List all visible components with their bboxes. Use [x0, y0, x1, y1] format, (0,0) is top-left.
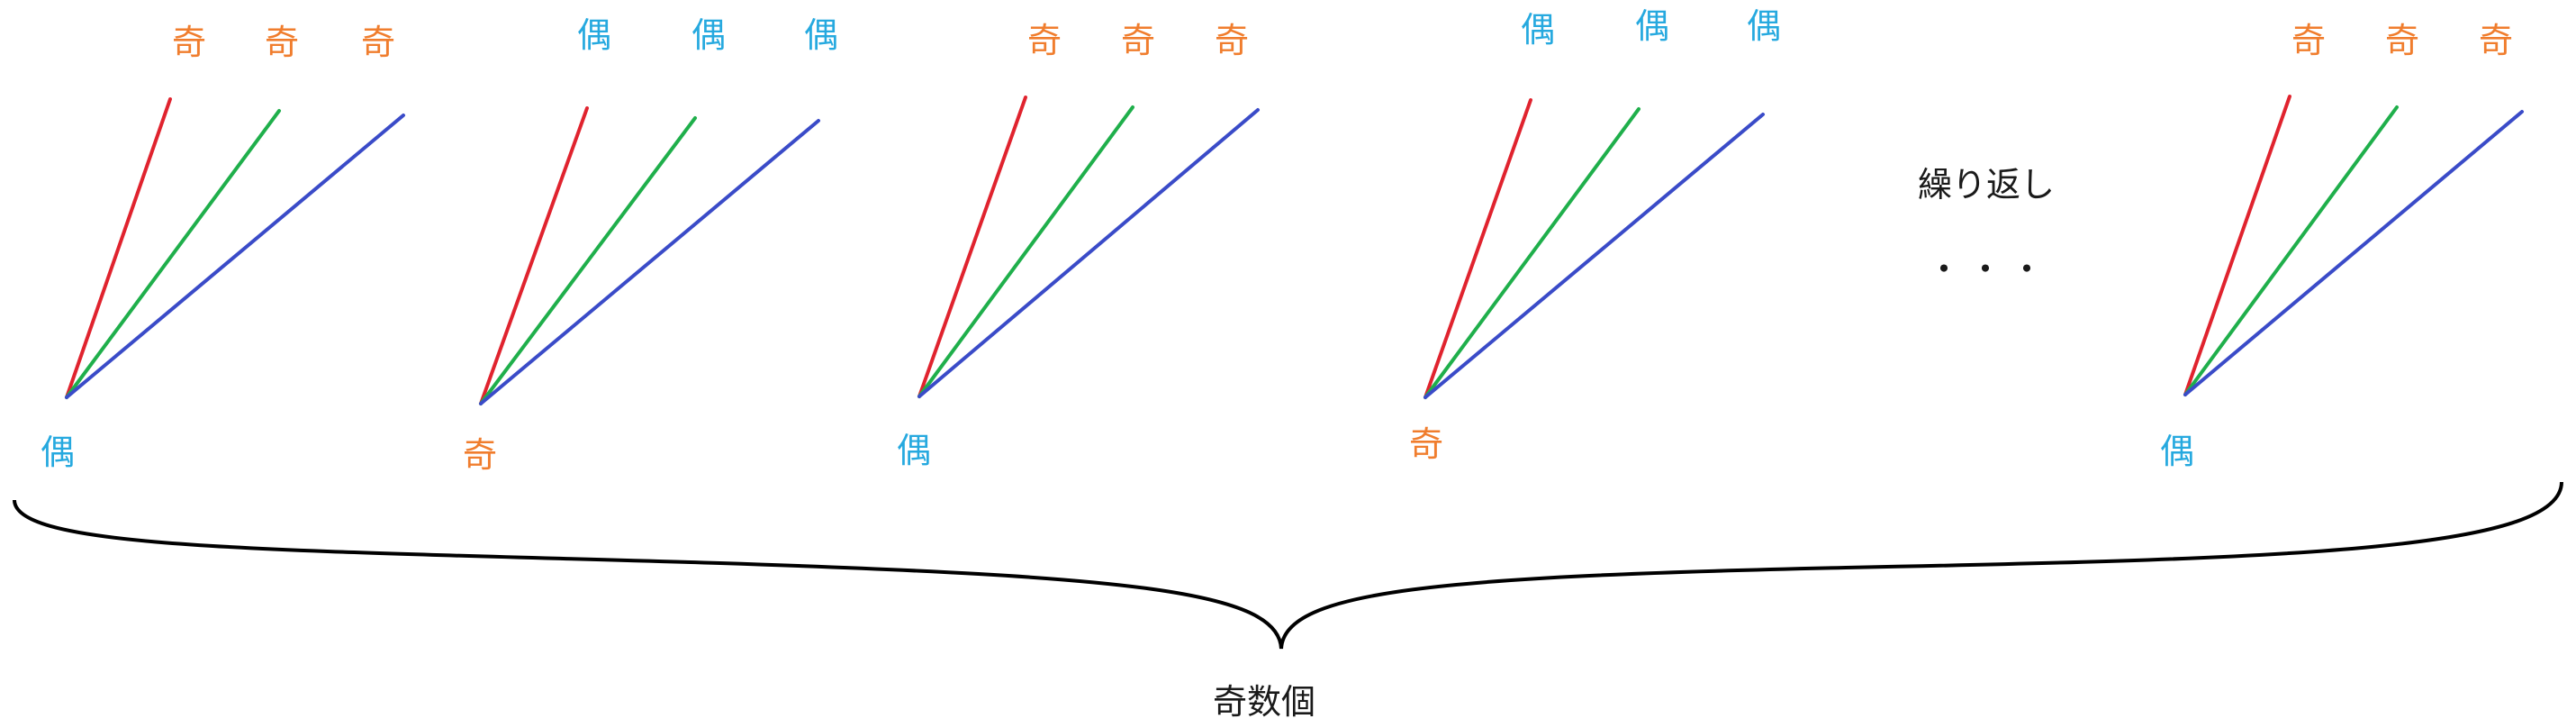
bottom-label: 偶	[897, 431, 931, 470]
ray-line-2	[481, 118, 695, 404]
odd-count-label: 奇数個	[1213, 682, 1315, 722]
top-label-2: 奇	[2385, 21, 2419, 60]
top-label-2: 偶	[691, 15, 726, 55]
top-label-1: 奇	[172, 23, 206, 62]
bottom-label: 奇	[1409, 424, 1443, 464]
top-label-1: 偶	[1521, 10, 1555, 50]
top-label-2: 偶	[1635, 6, 1669, 46]
bottom-label: 偶	[2160, 432, 2194, 471]
top-label-3: 奇	[2479, 21, 2513, 60]
curly-brace	[14, 482, 2562, 649]
top-label-1: 奇	[2291, 21, 2326, 60]
repeat-label: 繰り返し	[1918, 165, 2055, 205]
top-label-3: 偶	[1747, 6, 1781, 46]
top-label-3: 偶	[804, 15, 838, 55]
ellipsis-label: ・・・	[1927, 250, 2051, 289]
top-label-1: 奇	[1027, 21, 1062, 60]
ray-group-1: 奇 奇 奇偶	[41, 23, 403, 472]
ray-groups: 奇奇奇偶偶偶偶奇奇奇奇偶偶偶偶奇奇奇奇偶	[41, 6, 2522, 475]
ray-group-4: 偶 偶 偶奇	[1409, 6, 1781, 464]
bottom-label: 奇	[463, 435, 497, 475]
bottom-label: 偶	[41, 432, 75, 472]
top-label-1: 偶	[577, 15, 611, 55]
ray-line-2	[2185, 107, 2397, 395]
top-label-3: 奇	[1215, 21, 1249, 60]
ray-line-2	[67, 111, 279, 397]
top-label-2: 奇	[1121, 21, 1155, 60]
ray-line-2	[919, 107, 1133, 396]
top-label-3: 奇	[361, 23, 395, 62]
ray-group-3: 奇 奇 奇偶	[897, 21, 1258, 470]
ray-group-5: 奇 奇 奇偶	[2160, 21, 2522, 471]
ray-group-2: 偶 偶 偶奇	[463, 15, 838, 475]
top-label-2: 奇	[265, 23, 299, 62]
ray-line-2	[1425, 109, 1639, 397]
